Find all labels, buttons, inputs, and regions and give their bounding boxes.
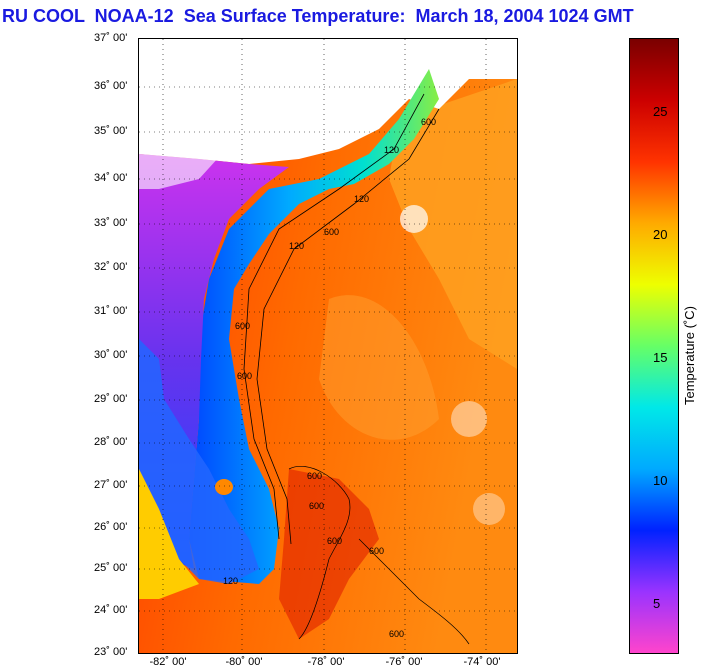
lat-label-25: 25˚ 00' xyxy=(94,562,128,574)
lon-label-82: -82˚ 00' xyxy=(149,656,187,668)
gulf-water xyxy=(139,469,199,599)
lat-label-29: 29˚ 00' xyxy=(94,393,128,405)
svg-text:600: 600 xyxy=(235,321,250,331)
lat-label-36: 36˚ 00' xyxy=(94,80,128,92)
lat-label-26: 26˚ 00' xyxy=(94,521,128,533)
lat-label-24: 24˚ 00' xyxy=(94,604,128,616)
lon-label-80: -80˚ 00' xyxy=(225,656,263,668)
lat-label-33: 33˚ 00' xyxy=(94,217,128,229)
lat-label-27: 27˚ 00' xyxy=(94,479,128,491)
colorbar-tick-20: 20 xyxy=(653,227,668,242)
lat-label-31: 31˚ 00' xyxy=(94,305,128,317)
colorbar xyxy=(629,38,679,654)
lon-label-74: -74˚ 00' xyxy=(463,656,501,668)
lon-label-78: -78˚ 00' xyxy=(307,656,345,668)
colorbar-tick-5: 5 xyxy=(653,596,661,611)
bahamas-banks xyxy=(279,469,379,639)
sst-map-image: 600 120 120 600 120 600 600 120 600 600 … xyxy=(139,39,517,653)
colorbar-label: Temperature (˚C) xyxy=(682,306,697,405)
colorbar-tick-15: 15 xyxy=(653,350,668,365)
lat-label-23: 23˚ 00' xyxy=(94,646,128,658)
sst-map: 600 120 120 600 120 600 600 120 600 600 … xyxy=(138,38,518,654)
lat-label-28: 28˚ 00' xyxy=(94,436,128,448)
svg-text:600: 600 xyxy=(389,629,404,639)
svg-text:600: 600 xyxy=(237,371,252,381)
isobath-600 xyxy=(256,108,440,545)
shelf-water xyxy=(189,69,439,584)
florida xyxy=(139,339,259,584)
colorbar-tick-25: 25 xyxy=(653,104,668,119)
warm-core xyxy=(319,295,439,440)
svg-text:120: 120 xyxy=(384,145,399,155)
page-title: RU COOL NOAA-12 Sea Surface Temperature:… xyxy=(2,6,634,26)
lat-label-34: 34˚ 00' xyxy=(94,172,128,184)
svg-text:120: 120 xyxy=(289,241,304,251)
slope-water xyxy=(389,79,517,369)
lat-label-35: 35˚ 00' xyxy=(94,125,128,137)
lat-label-32: 32˚ 00' xyxy=(94,261,128,273)
svg-text:120: 120 xyxy=(223,576,238,586)
svg-text:600: 600 xyxy=(369,546,384,556)
lat-label-37: 37˚ 00' xyxy=(94,32,128,44)
svg-text:600: 600 xyxy=(324,227,339,237)
lon-label-76: -76˚ 00' xyxy=(385,656,423,668)
svg-text:600: 600 xyxy=(327,536,342,546)
svg-text:600: 600 xyxy=(309,501,324,511)
svg-text:120: 120 xyxy=(354,194,369,204)
graticule xyxy=(139,39,517,653)
svg-text:600: 600 xyxy=(307,471,322,481)
lake-okeechobee xyxy=(215,479,233,495)
colorbar-tick-10: 10 xyxy=(653,473,668,488)
isobath-120 xyxy=(243,93,425,540)
svg-text:600: 600 xyxy=(421,117,436,127)
lat-label-30: 30˚ 00' xyxy=(94,349,128,361)
